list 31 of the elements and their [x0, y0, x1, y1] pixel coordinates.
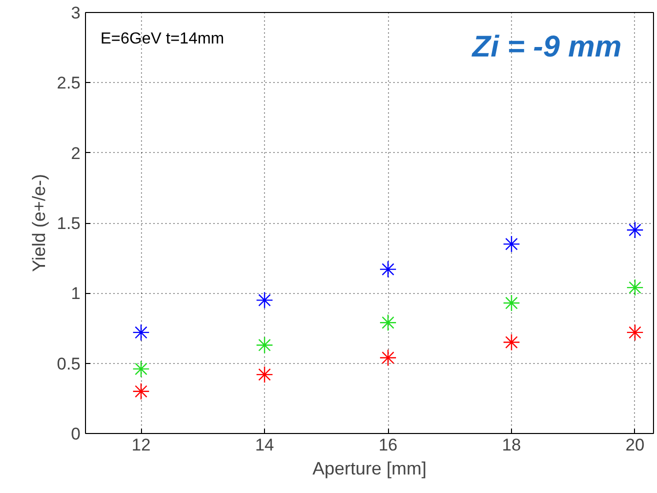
x-tick-label: 18 — [502, 436, 521, 454]
y-tick-label: 2 — [71, 144, 81, 163]
point — [626, 278, 644, 296]
x-tick-label: 20 — [626, 436, 644, 454]
x-tick-label: 16 — [378, 436, 398, 454]
y-tick-label: 0 — [71, 424, 81, 444]
point — [256, 366, 274, 384]
point — [256, 336, 274, 354]
y-axis-title: Yield (e+/e-) — [28, 174, 49, 272]
y-tick-label: 1.5 — [56, 214, 81, 233]
point — [502, 334, 520, 351]
point — [256, 292, 274, 309]
point — [626, 221, 644, 239]
point — [379, 260, 397, 278]
point — [379, 314, 397, 332]
y-tick-label: 3 — [71, 4, 81, 22]
y-tick-label: 2.5 — [56, 74, 81, 93]
point — [379, 349, 397, 366]
point — [626, 324, 644, 342]
point — [502, 294, 520, 312]
y-tick-label: 1 — [71, 284, 81, 304]
point — [132, 382, 150, 400]
point — [132, 324, 150, 342]
x-axis-title: Aperture [mm] — [312, 458, 427, 478]
point — [502, 235, 520, 253]
annotation: E=6GeV t=14mm — [100, 30, 224, 48]
y-tick-label: 0.5 — [56, 354, 81, 374]
x-tick-label: 14 — [255, 436, 274, 454]
annotation: Zi = -9 mm — [471, 30, 622, 64]
point — [132, 360, 150, 378]
x-tick-label: 12 — [132, 436, 151, 454]
